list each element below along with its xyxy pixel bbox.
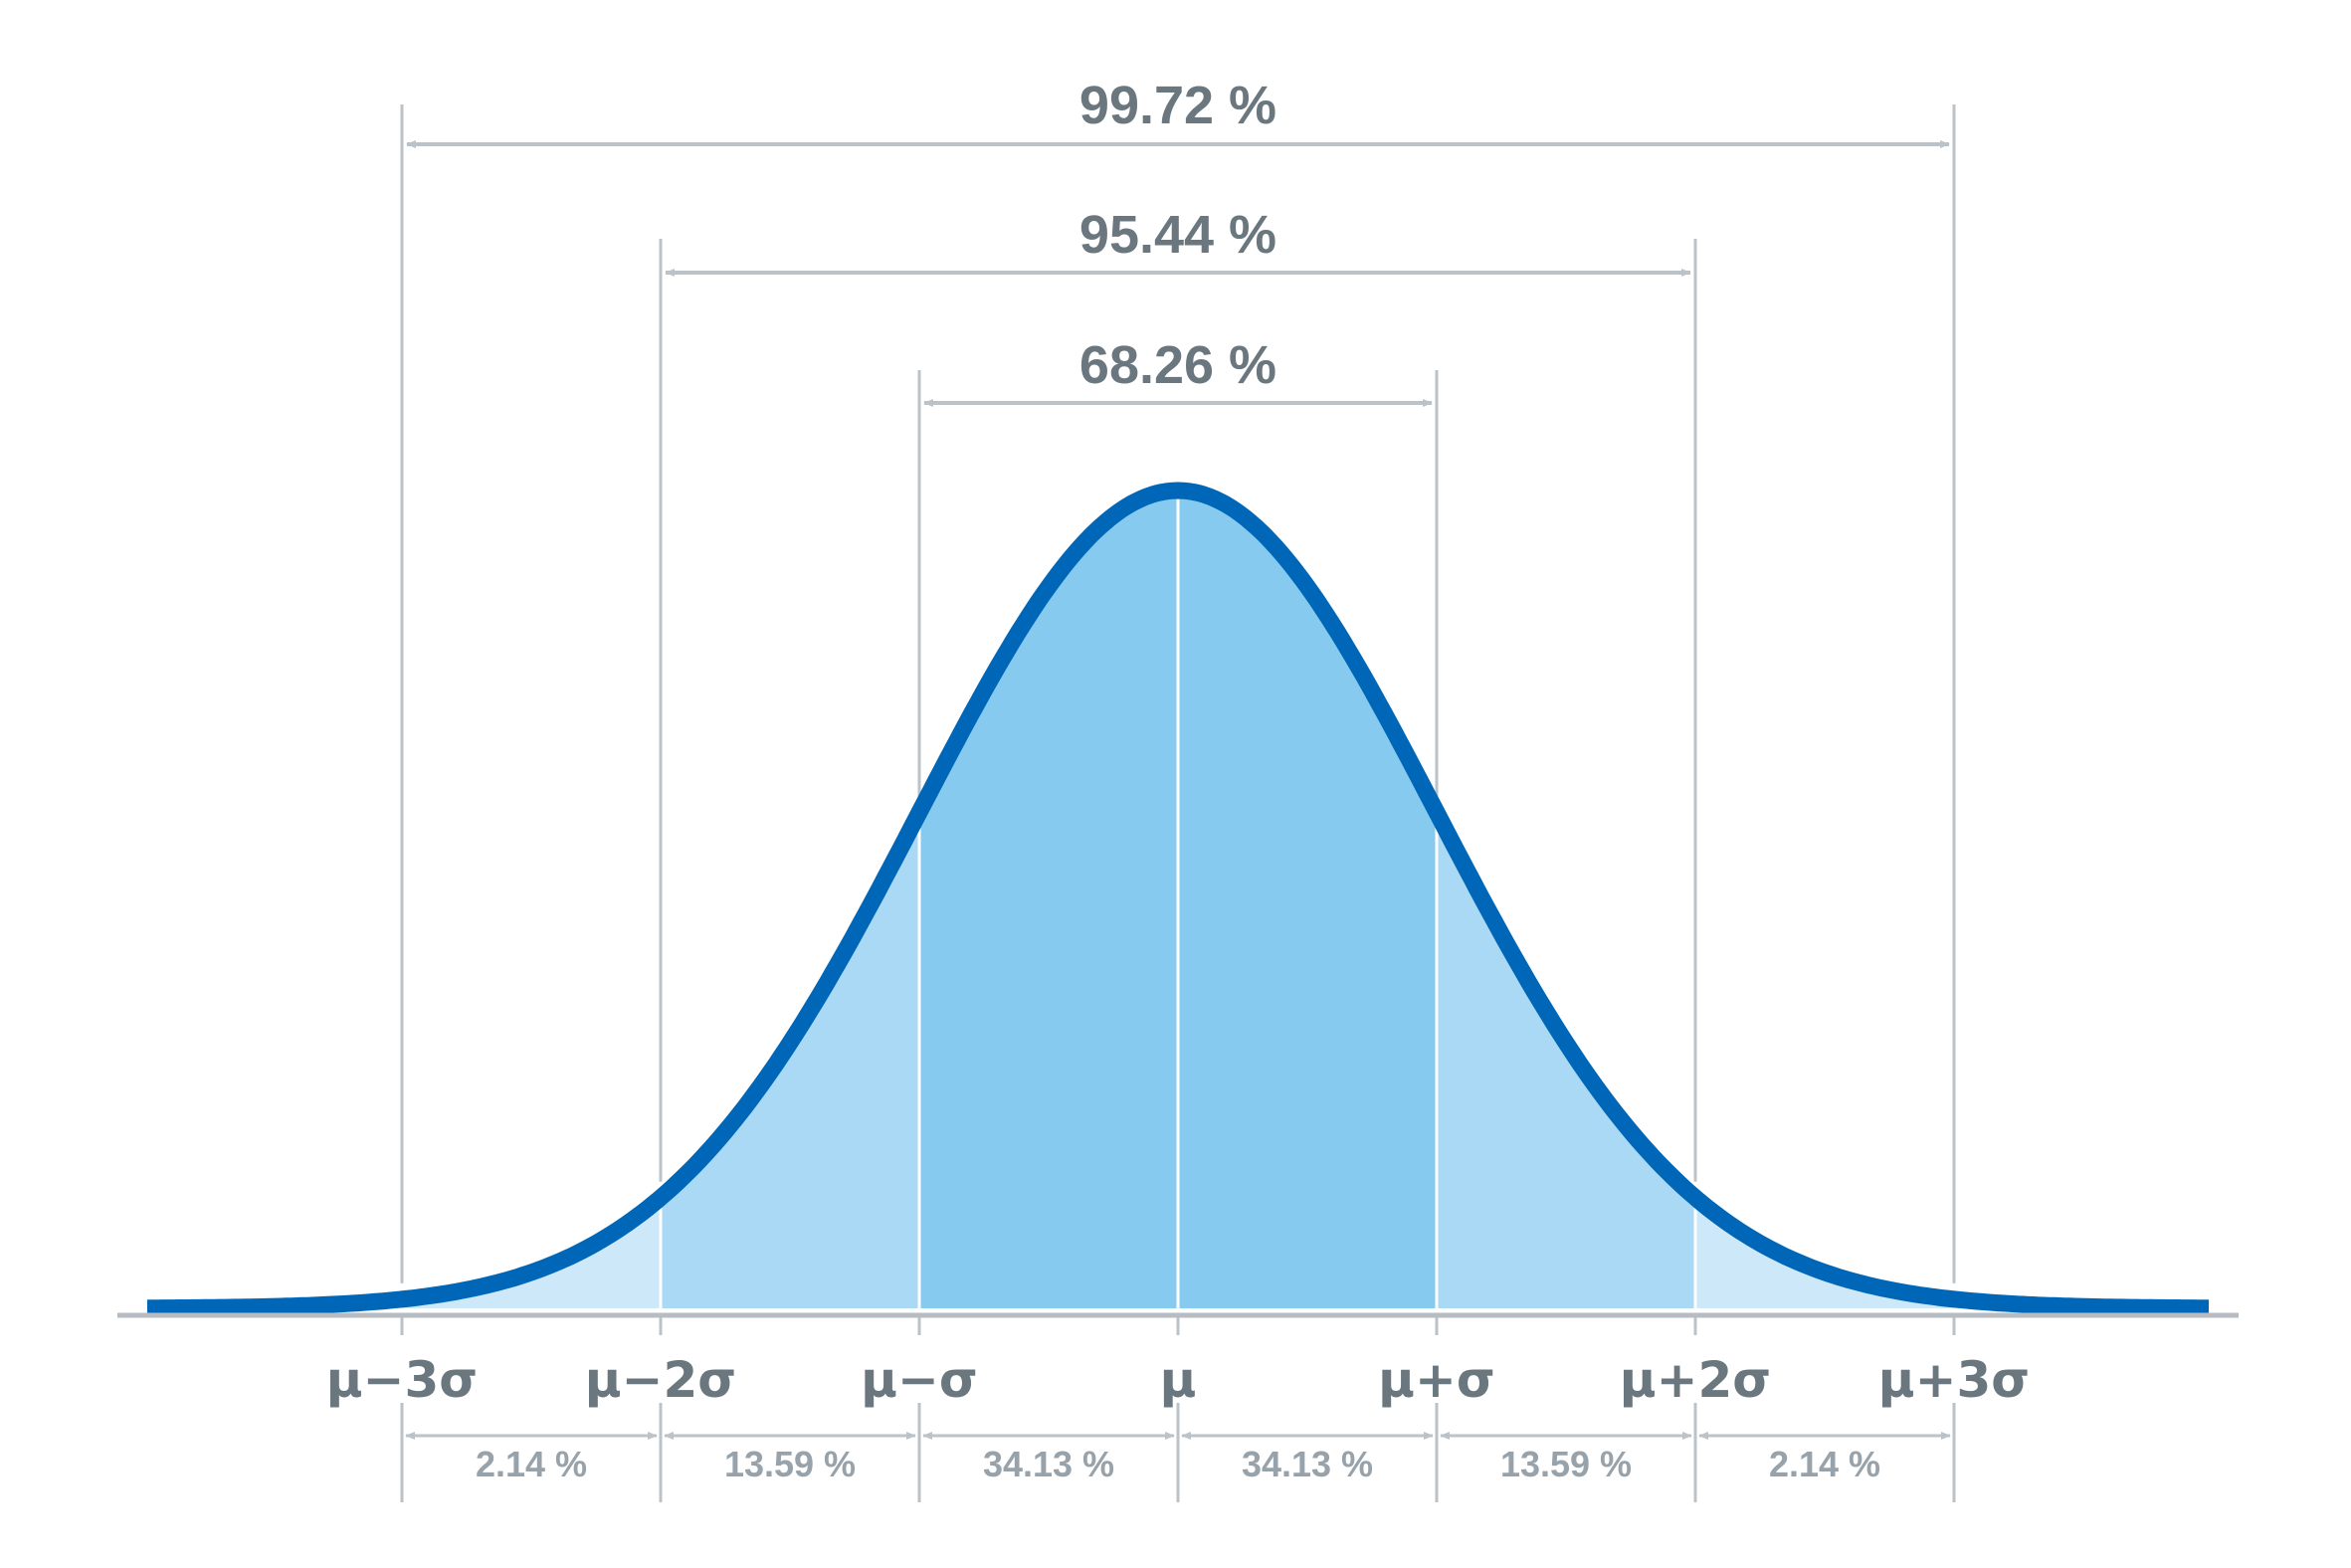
segment-label-background <box>467 1446 596 1489</box>
area-fill-region <box>919 490 1178 1308</box>
area-fill-region <box>1695 1197 1954 1308</box>
interval-percent-label: 95.44 % <box>1079 205 1276 265</box>
x-tick-label: μ+3σ <box>1878 1351 2030 1409</box>
segment-percent-labels: 2.14 % 13.59 % 34.13 % 34.13 % 13.59 % 2.14 % <box>405 1432 1951 1489</box>
area-fill-region <box>1178 490 1437 1308</box>
segment-percent-label: 13.59 % <box>1500 1444 1632 1484</box>
area-fills <box>143 490 2213 1308</box>
x-tick-label: μ+σ <box>1378 1351 1495 1409</box>
segment-percent-label: 34.13 % <box>1242 1444 1373 1484</box>
bell-curve-line <box>143 482 2213 1317</box>
segment-percent-label: 13.59 % <box>724 1444 856 1484</box>
segment-label-background <box>1233 1446 1382 1489</box>
interval-percent-label: 68.26 % <box>1079 335 1276 395</box>
interval-percent-label: 99.72 % <box>1079 76 1276 135</box>
x-tick-label: μ−2σ <box>585 1351 736 1409</box>
x-tick-label: μ−σ <box>861 1351 978 1409</box>
segment-percent-label: 2.14 % <box>1769 1444 1880 1484</box>
interval-brackets: 68.26 % 95.44 % 99.72 % <box>406 76 1950 407</box>
x-tick-label: μ+2σ <box>1620 1351 1771 1409</box>
segment-percent-label: 2.14 % <box>476 1444 587 1484</box>
segment-label-background <box>974 1446 1123 1489</box>
segment-label-background <box>715 1446 865 1489</box>
x-tick-label: μ <box>1160 1351 1197 1409</box>
x-tick-labels: μ−3σ μ−2σ μ−σ μ μ+σ μ+2σ μ+3σ <box>326 1351 2030 1409</box>
sigma-guide-lines <box>400 104 1956 1502</box>
segment-label-background <box>1760 1446 1889 1489</box>
area-fill-region <box>402 1197 661 1308</box>
segment-percent-label: 34.13 % <box>983 1444 1114 1484</box>
segment-label-background <box>1491 1446 1641 1489</box>
curve-layer <box>143 482 2213 1317</box>
x-tick-label: μ−3σ <box>326 1351 478 1409</box>
